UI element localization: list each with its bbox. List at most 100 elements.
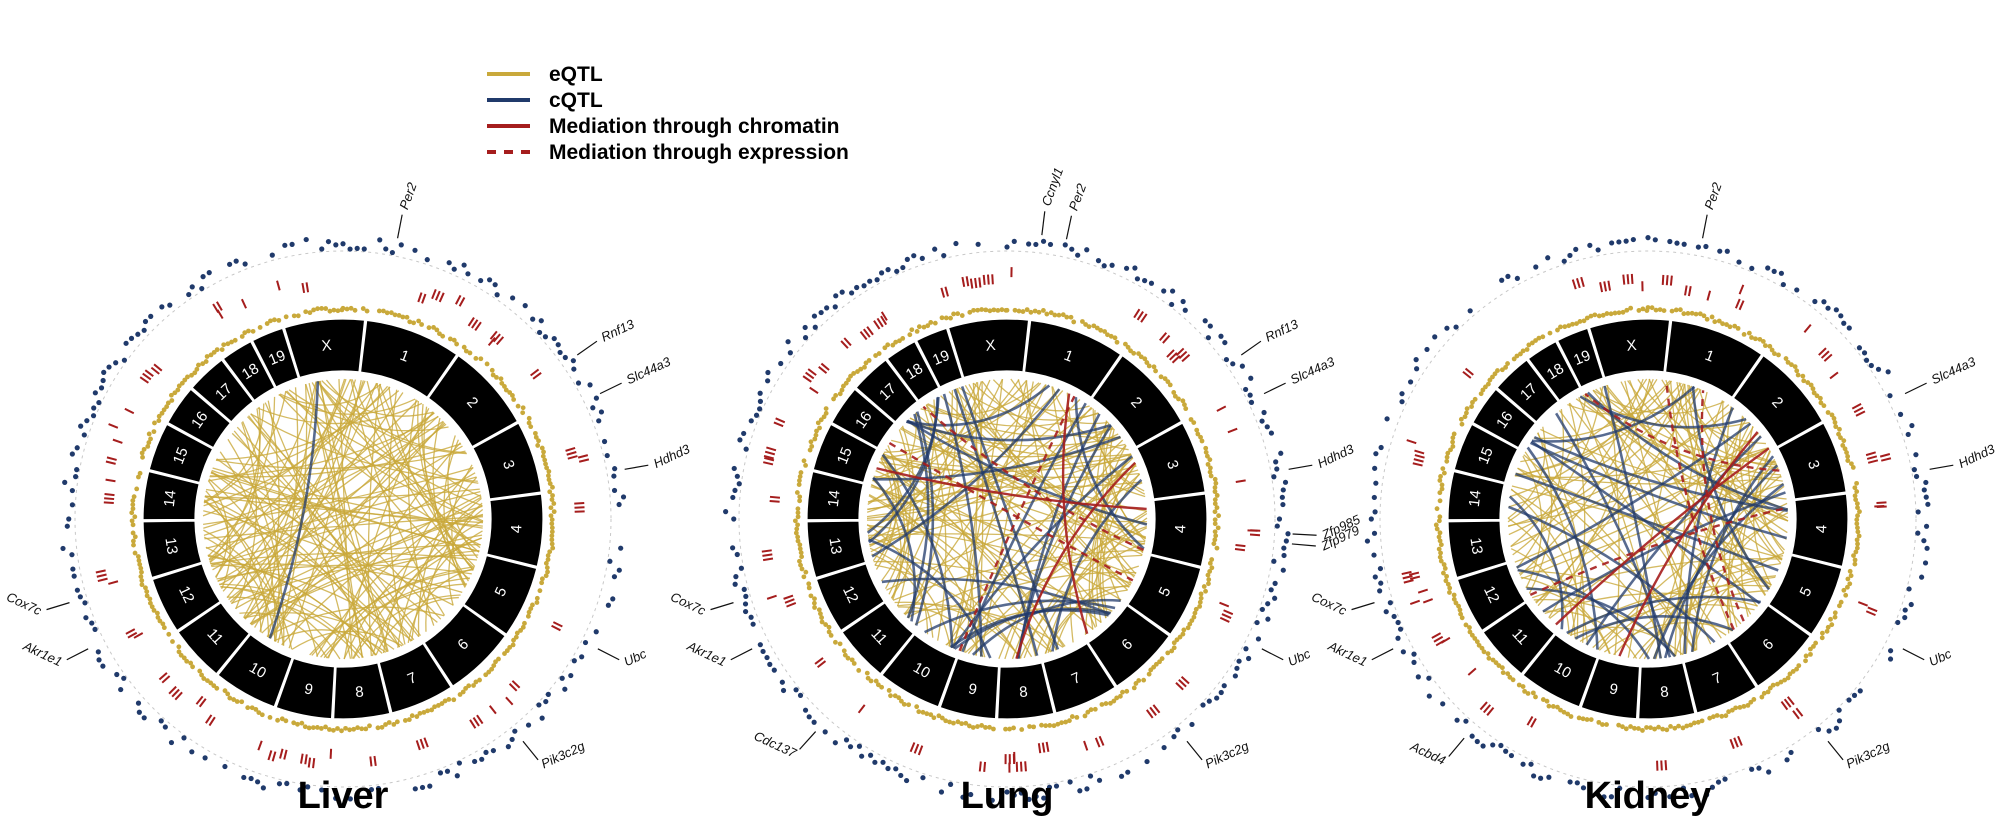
eqtl-marker — [932, 320, 938, 326]
eqtl-marker — [1063, 719, 1069, 725]
mediation-marker — [1227, 427, 1238, 434]
mediation-marker — [469, 719, 477, 729]
cqtl-marker — [859, 753, 865, 759]
legend-item: Mediation through expression — [487, 141, 849, 164]
eqtl-marker — [826, 629, 832, 635]
eqtl-marker — [307, 310, 313, 316]
eqtl-marker — [1767, 343, 1773, 349]
eqtl-marker — [534, 595, 540, 601]
mediation-marker — [1180, 676, 1190, 685]
gene-label: Rnf13 — [1263, 316, 1301, 345]
cqtl-marker — [1125, 769, 1131, 775]
mediation-marker — [1409, 599, 1421, 605]
eqtl-marker — [1837, 426, 1842, 432]
cqtl-marker — [1474, 738, 1480, 745]
chromosome-segment — [812, 423, 878, 484]
eqtl-link — [1727, 447, 1770, 632]
eqtl-marker — [1125, 344, 1131, 350]
mediation-marker — [150, 366, 160, 375]
eqtl-link — [208, 400, 419, 561]
eqtl-marker — [1842, 446, 1848, 452]
cqtl-marker — [885, 765, 891, 772]
mediation-marker — [1431, 632, 1442, 639]
eqtl-marker — [1632, 725, 1637, 731]
mediation-marker — [112, 438, 123, 444]
chromosome-label: 12 — [839, 583, 862, 605]
eqtl-marker — [1845, 454, 1851, 459]
eqtl-marker — [1561, 709, 1567, 715]
cqtl-marker — [811, 719, 817, 725]
eqtl-marker — [1581, 318, 1587, 324]
eqtl-marker — [1201, 584, 1207, 589]
eqtl-marker — [1158, 374, 1164, 380]
eqtl-marker — [1841, 587, 1847, 593]
eqtl-marker — [503, 387, 509, 393]
cqtl-marker — [542, 334, 549, 340]
eqtl-marker — [520, 405, 526, 411]
cqtl-marker — [530, 316, 536, 322]
eqtl-marker — [129, 510, 135, 516]
eqtl-link — [1595, 388, 1778, 466]
cqtl-marker — [1908, 601, 1914, 608]
link-chords — [202, 378, 484, 660]
cqtl-marker — [1765, 265, 1771, 271]
cqtl-marker — [1815, 726, 1822, 733]
eqtl-marker — [400, 314, 406, 320]
cqtl-marker — [1645, 235, 1651, 241]
eqtl-marker — [463, 348, 469, 354]
eqtl-marker — [392, 312, 398, 318]
gene-label: Cox7c — [1309, 589, 1349, 618]
eqtl-marker — [315, 306, 320, 312]
eqtl-link — [321, 380, 434, 417]
mediation-marker — [489, 330, 498, 340]
eqtl-marker — [803, 463, 808, 468]
eqtl-marker — [1657, 307, 1663, 312]
mediation-marker — [1433, 635, 1444, 643]
cqtl-link — [1663, 464, 1779, 659]
chromosome-segment — [1556, 327, 1605, 388]
gene-label: Ubc — [621, 646, 649, 670]
cqtl-marker — [1243, 386, 1249, 393]
eqtl-marker — [1082, 713, 1088, 719]
eqtl-marker — [1436, 518, 1442, 524]
cqtl-marker — [78, 423, 84, 429]
eqtl-link — [209, 406, 261, 563]
eqtl-marker — [1094, 325, 1100, 331]
mediation-expression-link — [1584, 392, 1780, 472]
eqtl-marker — [1855, 505, 1860, 511]
gene-leader-line — [1041, 211, 1046, 236]
cqtl-marker — [1887, 393, 1893, 399]
eqtl-marker — [1505, 671, 1511, 677]
eqtl-marker — [1011, 725, 1016, 731]
chromosome-segment — [997, 662, 1055, 720]
cqtl-marker — [456, 760, 463, 766]
eqtl-marker — [1187, 621, 1193, 627]
eqtl-marker — [795, 534, 801, 540]
eqtl-marker — [1565, 711, 1571, 717]
cqtl-marker — [1373, 480, 1379, 486]
eqtl-marker — [1207, 469, 1213, 475]
mediation-marker — [766, 446, 777, 452]
mediation-marker — [769, 499, 780, 503]
cqtl-marker — [490, 747, 496, 754]
eqtl-marker — [1439, 486, 1445, 492]
cqtl-marker — [1223, 356, 1230, 363]
cqtl-marker — [1248, 375, 1254, 381]
eqtl-marker — [131, 494, 137, 500]
eqtl-marker — [1600, 722, 1605, 727]
eqtl-marker — [1514, 353, 1520, 359]
eqtl-link — [388, 389, 406, 645]
mediation-marker — [766, 594, 777, 600]
eqtl-link — [244, 379, 357, 620]
cqtl-marker — [96, 399, 102, 406]
cqtl-marker — [559, 675, 565, 681]
eqtl-marker — [1836, 431, 1841, 437]
mediation-marker — [1880, 457, 1892, 462]
mediation-marker — [205, 714, 213, 724]
mediation-marker — [909, 742, 916, 753]
cqtl-marker — [1911, 467, 1917, 473]
eqtl-marker — [1741, 331, 1747, 337]
cqtl-marker — [1617, 785, 1623, 791]
eqtl-marker — [1693, 311, 1699, 317]
